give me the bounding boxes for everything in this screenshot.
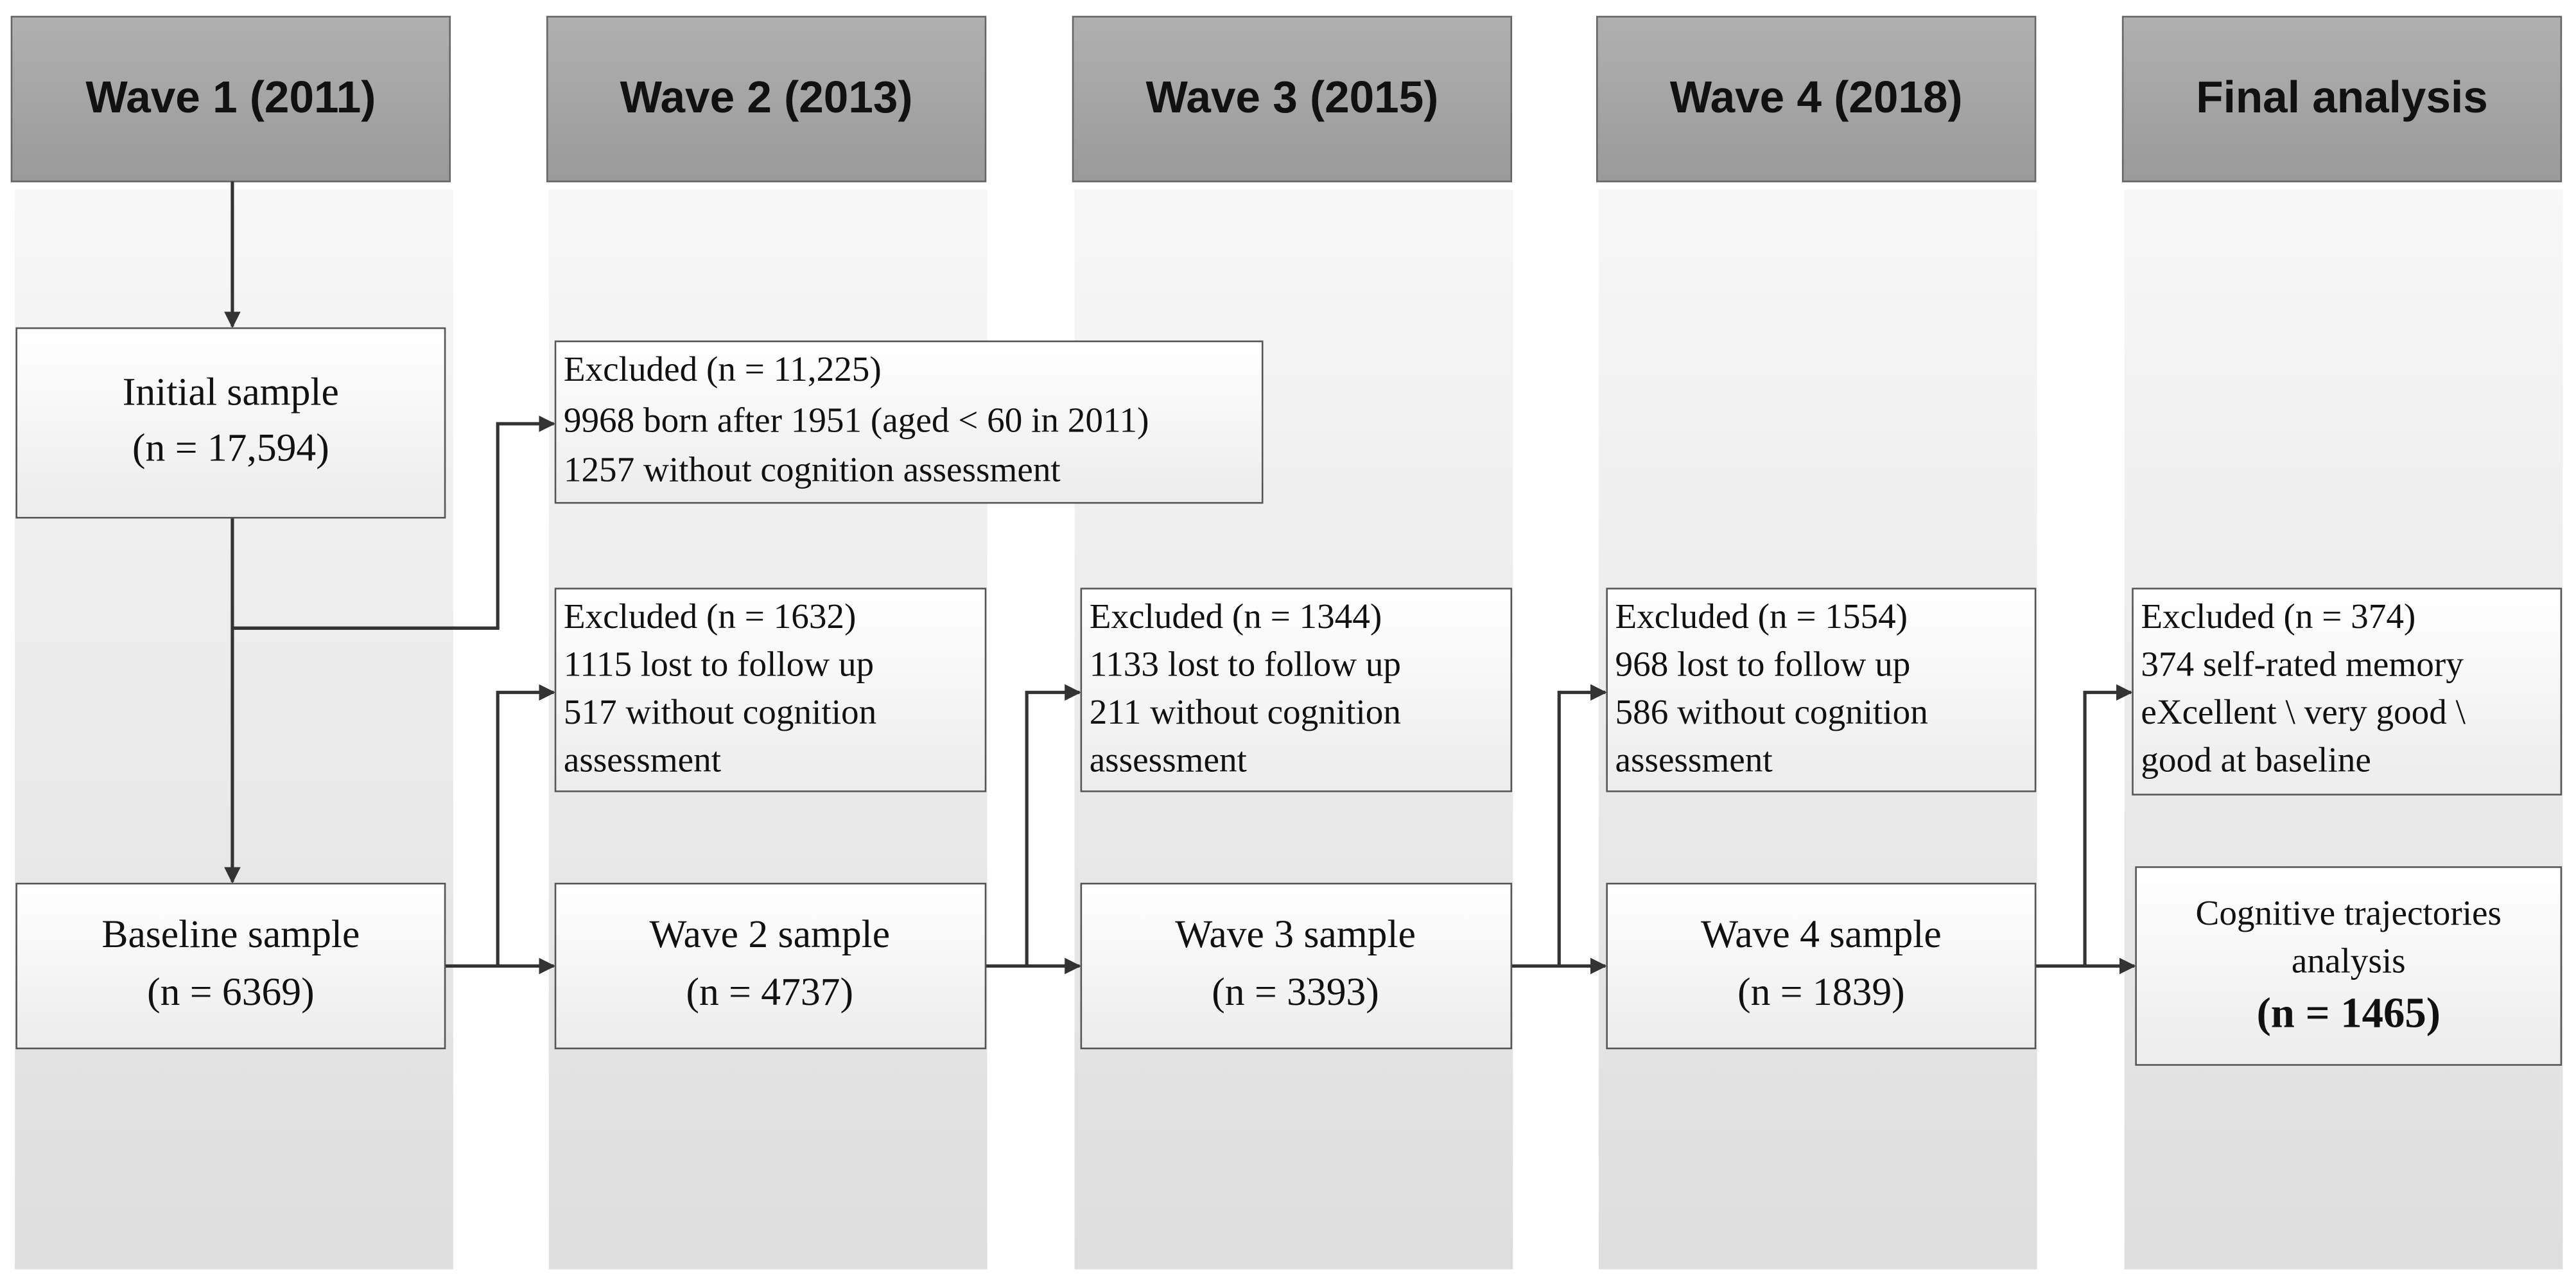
header-title: Final analysis xyxy=(2196,72,2488,122)
box-text: eXcellent \ very good \ xyxy=(2141,692,2466,731)
header-title: Wave 3 (2015) xyxy=(1146,72,1439,122)
arrow xyxy=(1557,684,1607,966)
box-text: Wave 4 sample xyxy=(1701,912,1942,956)
connectors xyxy=(224,181,2136,975)
box-text: 586 without cognition xyxy=(1615,692,1928,731)
arrow xyxy=(1025,684,1081,966)
header-title: Wave 1 (2011) xyxy=(85,72,376,122)
arrow xyxy=(496,684,556,966)
box-text: 9968 born after 1951 (aged < 60 in 2011) xyxy=(564,401,1149,440)
column-header xyxy=(546,15,987,182)
box-text: (n = 17,594) xyxy=(132,426,329,470)
box-text: (n = 6369) xyxy=(147,970,315,1014)
box-text: 517 without cognition xyxy=(564,692,876,731)
box-text: assessment xyxy=(1615,740,1773,779)
box-text: 1133 lost to follow up xyxy=(1090,645,1401,684)
sample-box xyxy=(1606,882,2037,1050)
box-text: 1257 without cognition assessment xyxy=(564,450,1061,489)
excluded-boxes: Excluded (n = 11,225) 9968 born after 19… xyxy=(554,340,2563,796)
excluded-box xyxy=(554,588,987,792)
sample-box xyxy=(2135,866,2563,1066)
column-header xyxy=(10,15,451,182)
box-text: 968 lost to follow up xyxy=(1615,645,1911,684)
sample-box xyxy=(15,882,446,1050)
sample-box xyxy=(1080,882,1513,1050)
excluded-box xyxy=(1080,588,1513,792)
header-title: Wave 2 (2013) xyxy=(620,72,913,122)
box-text: Cognitive trajectories xyxy=(2196,893,2502,932)
box-text: Wave 3 sample xyxy=(1175,912,1416,956)
sample-box xyxy=(554,882,987,1050)
box-text: 211 without cognition xyxy=(1090,692,1401,731)
box-text: 1115 lost to follow up xyxy=(564,645,874,684)
box-text: Wave 2 sample xyxy=(649,912,890,956)
box-text: good at baseline xyxy=(2141,740,2371,779)
box-text: Excluded (n = 374) xyxy=(2141,597,2415,636)
column-header xyxy=(2121,15,2563,182)
box-text: assessment xyxy=(1090,740,1247,779)
excluded-box xyxy=(554,340,1264,504)
sample-boxes: Initial sample (n = 17,594) Baseline sam… xyxy=(15,327,2563,1066)
header-title: Wave 4 (2018) xyxy=(1670,72,1963,122)
box-text: (n = 4737) xyxy=(686,970,853,1014)
box-text: Excluded (n = 1344) xyxy=(1090,597,1382,636)
box-text: assessment xyxy=(564,740,721,779)
column-header xyxy=(1072,15,1513,182)
sample-box xyxy=(15,327,446,519)
arrow xyxy=(2083,684,2133,966)
box-text: (n = 3393) xyxy=(1212,970,1379,1014)
box-text: Excluded (n = 11,225) xyxy=(564,349,882,388)
box-text: Baseline sample xyxy=(101,912,360,956)
excluded-box xyxy=(2132,588,2563,796)
excluded-box xyxy=(1606,588,2037,792)
box-text: (n = 1839) xyxy=(1737,970,1905,1014)
box-text: Excluded (n = 1632) xyxy=(564,597,857,636)
box-text: (n = 1465) xyxy=(2257,989,2441,1036)
column-header xyxy=(1596,15,2037,182)
box-text: Excluded (n = 1554) xyxy=(1615,597,1908,636)
box-text: analysis xyxy=(2292,941,2406,980)
box-text: Initial sample xyxy=(123,370,339,414)
arrow xyxy=(232,415,556,630)
box-text: 374 self-rated memory xyxy=(2141,645,2464,684)
